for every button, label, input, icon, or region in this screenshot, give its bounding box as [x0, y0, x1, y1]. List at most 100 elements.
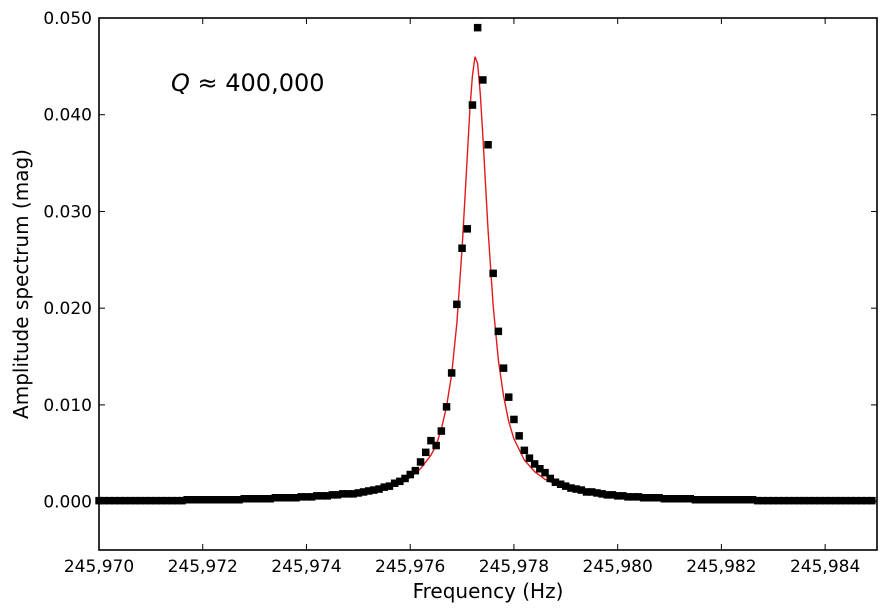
x-tick-label: 245,982 — [686, 557, 756, 577]
data-point — [847, 496, 855, 505]
data-point — [297, 493, 305, 501]
data-point — [282, 494, 290, 502]
data-point — [665, 495, 674, 503]
data-point — [152, 496, 160, 505]
data-point — [437, 427, 446, 435]
data-point — [696, 496, 705, 504]
data-point — [473, 23, 482, 32]
data-point — [805, 496, 814, 505]
x-axis-ticks: 245,970 245,972 245,974 245,976 245,978 245,9… — [64, 18, 860, 577]
data-point — [261, 495, 269, 503]
q-value: ≈ 400,000 — [190, 69, 325, 97]
data-point — [551, 478, 560, 486]
data-point — [141, 496, 150, 505]
data-point — [276, 494, 285, 502]
x-tick-label: 245,972 — [168, 557, 238, 577]
y-axis-ticks: 0.000 0.010 0.020 0.030 0.040 0.050 — [43, 9, 877, 513]
data-point — [193, 496, 202, 504]
data-point — [100, 496, 108, 505]
data-point — [157, 496, 165, 505]
data-point — [852, 496, 860, 505]
data-point — [510, 415, 518, 424]
data-point — [390, 479, 399, 487]
data-point — [567, 484, 575, 492]
data-point — [588, 488, 596, 496]
data-point — [795, 496, 803, 505]
data-point — [256, 495, 264, 503]
data-point — [769, 496, 777, 505]
data-point — [790, 496, 798, 505]
data-point — [447, 369, 456, 377]
data-point — [224, 496, 233, 504]
y-tick-label: 0.000 — [43, 493, 92, 513]
data-point — [250, 495, 259, 503]
data-point — [349, 490, 357, 498]
data-point — [370, 486, 378, 494]
data-point — [240, 495, 248, 503]
data-point — [173, 496, 181, 505]
x-tick-label: 245,978 — [479, 557, 549, 577]
data-point — [214, 496, 222, 504]
data-point — [645, 494, 653, 502]
data-point — [785, 496, 793, 505]
data-point — [779, 496, 788, 505]
data-point — [754, 496, 762, 505]
lorentzian-fit-line — [99, 56, 877, 502]
x-tick-label: 245,976 — [375, 557, 445, 577]
data-point — [416, 458, 425, 466]
data-point — [520, 446, 529, 455]
data-point — [235, 496, 243, 504]
data-point — [546, 474, 554, 483]
data-point — [307, 493, 316, 501]
data-point — [339, 490, 347, 498]
data-point — [287, 494, 295, 502]
data-point — [396, 477, 404, 486]
data-point — [183, 496, 191, 504]
data-point — [188, 496, 197, 504]
x-tick-label: 245,980 — [583, 557, 653, 577]
y-tick-label: 0.020 — [43, 299, 92, 319]
data-point — [556, 480, 565, 488]
data-point — [401, 474, 409, 483]
data-point — [598, 490, 606, 498]
data-point — [831, 496, 840, 505]
plot-frame — [98, 17, 878, 551]
data-point — [712, 496, 720, 504]
data-point — [219, 496, 228, 504]
data-point — [868, 496, 876, 505]
data-point — [105, 496, 114, 505]
data-point — [686, 495, 694, 503]
data-point — [422, 448, 430, 457]
data-point — [515, 432, 523, 440]
data-point — [536, 465, 544, 473]
data-point — [489, 269, 497, 278]
data-point — [463, 225, 471, 233]
data-point — [271, 494, 280, 502]
data-point — [634, 493, 643, 501]
data-point — [639, 494, 648, 502]
data-point — [178, 496, 186, 505]
data-point — [660, 495, 669, 503]
data-point — [702, 496, 710, 504]
data-point — [603, 491, 611, 499]
data-points — [95, 23, 876, 505]
data-point — [577, 486, 586, 494]
data-point — [162, 496, 171, 505]
y-tick-label: 0.050 — [43, 9, 92, 29]
data-point — [671, 495, 679, 503]
data-point — [453, 300, 461, 309]
data-point — [167, 496, 176, 505]
data-point — [375, 485, 383, 493]
data-point — [816, 496, 824, 505]
data-point — [676, 495, 684, 503]
data-point — [427, 436, 435, 445]
data-point — [728, 496, 736, 504]
data-point — [717, 496, 726, 504]
y-tick-label: 0.030 — [43, 202, 92, 222]
data-point — [468, 101, 477, 109]
data-point — [385, 482, 394, 490]
data-point — [126, 496, 134, 505]
data-point — [116, 496, 124, 505]
data-point — [505, 393, 513, 401]
q-factor-annotation: Q ≈ 400,000 — [171, 69, 325, 97]
